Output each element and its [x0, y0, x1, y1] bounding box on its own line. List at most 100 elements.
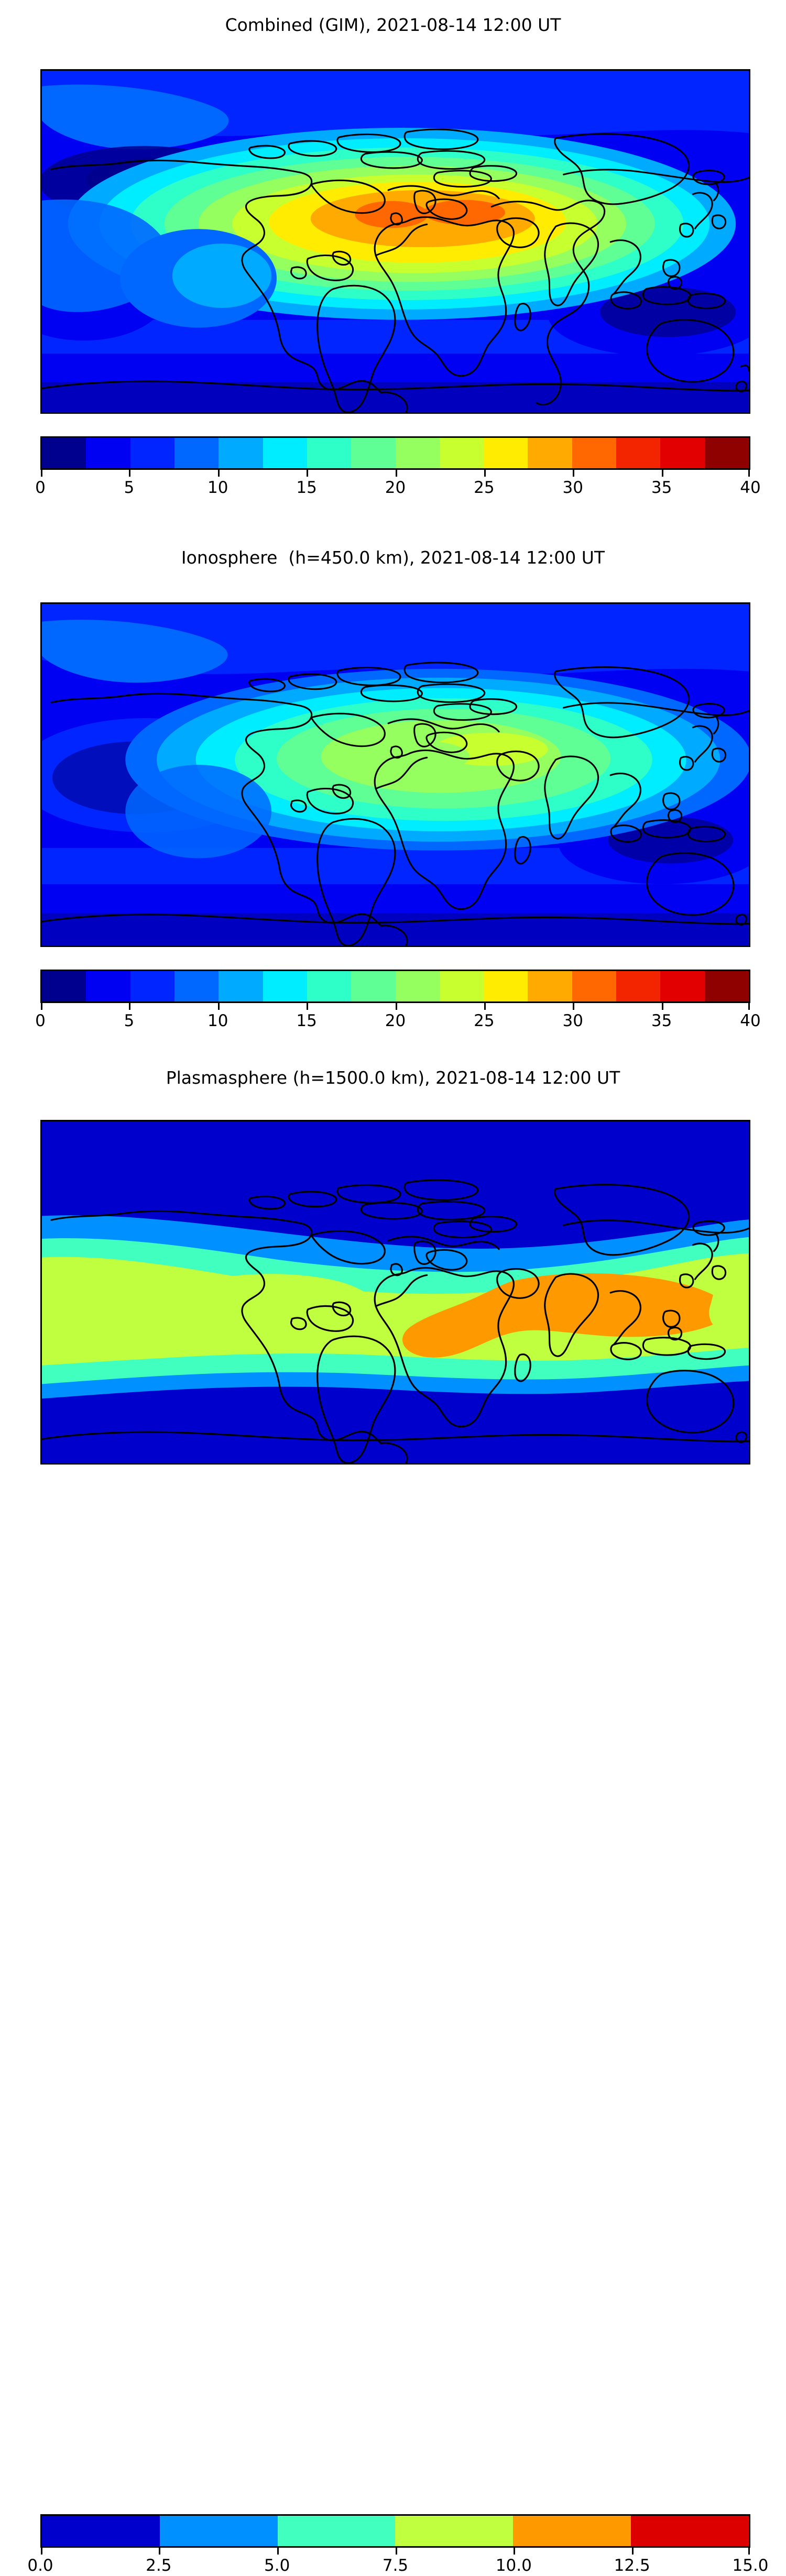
colorbar-segment — [86, 438, 130, 468]
colorbar-tick-label: 35 — [651, 1011, 672, 1030]
colorbar-plasmasphere: 0.0 2.5 5.0 7.5 10.0 12.5 15.0 — [27, 2514, 769, 2576]
colorbar-tick-label: 20 — [385, 478, 406, 497]
colorbar-tick — [307, 1003, 309, 1010]
colorbar-segment — [572, 438, 617, 468]
colorbar-tick-label: 30 — [562, 1011, 583, 1030]
colorbar-ionosphere: 0 5 10 15 20 25 30 35 40 — [35, 970, 761, 1031]
colorbar-segment — [42, 2516, 160, 2546]
colorbar-tick — [41, 1003, 42, 1010]
colorbar-tick-label: 2.5 — [146, 2556, 172, 2575]
colorbar-segment — [631, 2516, 749, 2546]
map-canvas-plasmasphere — [42, 1121, 749, 1463]
contour-fill-combined — [42, 71, 749, 412]
colorbar-tick-label: 25 — [474, 478, 495, 497]
colorbar-combined: 0 5 10 15 20 25 30 35 40 — [35, 436, 761, 498]
colorbar-tick-label: 10 — [208, 1011, 228, 1030]
colorbar-tick-label: 0 — [35, 478, 46, 497]
colorbar-segment — [660, 971, 705, 1001]
colorbar-tick — [217, 470, 220, 477]
colorbar-tick-label: 15 — [296, 478, 317, 497]
colorbar-tick — [307, 470, 309, 477]
colorbar-segment — [484, 438, 528, 468]
colorbar-tick-label: 40 — [740, 478, 761, 497]
colorbar-segment — [616, 971, 661, 1001]
colorbar-segment — [616, 438, 661, 468]
map-combined-gim — [40, 69, 750, 414]
colorbar-tick — [661, 470, 663, 477]
panel-title-ionosphere: Ionosphere (h=450.0 km), 2021-08-14 12:0… — [181, 547, 605, 568]
colorbar-tick — [277, 2548, 279, 2555]
colorbar-segment — [351, 971, 396, 1001]
colorbar-segment — [42, 438, 86, 468]
colorbar-combined-bands — [40, 436, 750, 470]
colorbar-segment — [660, 438, 705, 468]
panel-title-combined: Combined (GIM), 2021-08-14 12:00 UT — [225, 15, 561, 35]
colorbar-ionosphere-labels: 0 5 10 15 20 25 30 35 40 — [35, 1010, 761, 1031]
colorbar-tick-label: 12.5 — [614, 2556, 650, 2575]
colorbar-tick-label: 40 — [740, 1011, 761, 1030]
colorbar-tick — [573, 470, 575, 477]
colorbar-tick-label: 30 — [562, 478, 583, 497]
colorbar-tick-label: 10 — [208, 478, 228, 497]
map-canvas-ionosphere — [42, 604, 749, 945]
colorbar-segment — [395, 2516, 514, 2546]
colorbar-tick-label: 5 — [124, 478, 135, 497]
colorbar-tick — [395, 2548, 397, 2555]
colorbar-segment — [572, 971, 617, 1001]
colorbar-tick — [573, 1003, 575, 1010]
colorbar-segment — [219, 438, 263, 468]
colorbar-tick — [129, 1003, 131, 1010]
colorbar-segment — [704, 971, 749, 1001]
colorbar-tick — [395, 1003, 397, 1010]
colorbar-segment — [528, 438, 572, 468]
colorbar-segment — [307, 971, 352, 1001]
colorbar-tick — [748, 2548, 750, 2555]
colorbar-tick-label: 5.0 — [264, 2556, 290, 2575]
colorbar-tick — [661, 1003, 663, 1010]
colorbar-tick-label: 0 — [35, 1011, 46, 1030]
colorbar-segment — [277, 2516, 396, 2546]
colorbar-tick — [484, 470, 486, 477]
colorbar-tick-label: 10.0 — [495, 2556, 532, 2575]
colorbar-segment — [174, 971, 219, 1001]
colorbar-segment — [174, 438, 219, 468]
colorbar-tick — [748, 1003, 750, 1010]
colorbar-segment — [263, 971, 307, 1001]
colorbar-segment — [86, 971, 130, 1001]
panel-combined-gim: Combined (GIM), 2021-08-14 12:00 UT — [0, 0, 786, 524]
colorbar-tick — [748, 470, 750, 477]
colorbar-tick — [484, 1003, 486, 1010]
colorbar-segment — [395, 438, 440, 468]
colorbar-tick — [514, 2548, 516, 2555]
colorbar-plasmasphere-labels: 0.0 2.5 5.0 7.5 10.0 12.5 15.0 — [27, 2555, 768, 2576]
colorbar-combined-ticks — [40, 470, 750, 477]
colorbar-plasmasphere-ticks — [40, 2548, 750, 2555]
colorbar-segment — [484, 971, 528, 1001]
colorbar-segment — [513, 2516, 631, 2546]
colorbar-segment — [704, 438, 749, 468]
colorbar-tick — [41, 2548, 42, 2555]
coastlines-combined — [50, 128, 725, 412]
colorbar-segment — [395, 971, 440, 1001]
colorbar-tick-label: 7.5 — [382, 2556, 409, 2575]
colorbar-ionosphere-ticks — [40, 1003, 750, 1010]
colorbar-tick-label: 5 — [124, 1011, 135, 1030]
colorbar-tick — [632, 2548, 634, 2555]
colorbar-ionosphere-bands — [40, 970, 750, 1003]
colorbar-segment — [351, 438, 396, 468]
colorbar-tick-label: 0.0 — [27, 2556, 53, 2575]
panel-plasmasphere: Plasmasphere (h=1500.0 km), 2021-08-14 1… — [0, 1053, 786, 2575]
map-ionosphere — [40, 602, 750, 947]
colorbar-tick — [41, 470, 42, 477]
colorbar-tick — [395, 470, 397, 477]
colorbar-tick-label: 15.0 — [732, 2556, 769, 2575]
panel-ionosphere: Ionosphere (h=450.0 km), 2021-08-14 12:0… — [0, 524, 786, 1053]
colorbar-tick-label: 15 — [296, 1011, 317, 1030]
colorbar-combined-labels: 0 5 10 15 20 25 30 35 40 — [35, 477, 761, 498]
colorbar-segment — [130, 438, 174, 468]
colorbar-tick — [129, 470, 131, 477]
colorbar-segment — [42, 971, 86, 1001]
colorbar-plasmasphere-bands — [40, 2514, 750, 2548]
colorbar-tick — [217, 1003, 220, 1010]
